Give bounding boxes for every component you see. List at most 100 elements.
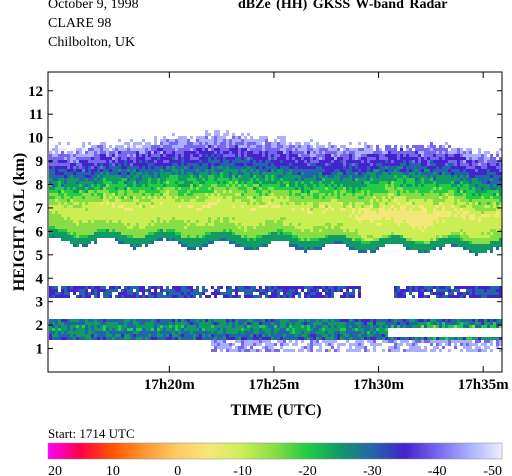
radar-cell [166, 235, 169, 238]
radar-cell [316, 145, 319, 148]
radar-cell [163, 136, 166, 139]
radar-cell [304, 157, 307, 160]
radar-cell [118, 190, 121, 193]
radar-cell [124, 220, 127, 223]
radar-cell [166, 229, 169, 232]
radar-cell [328, 223, 331, 226]
radar-cell [118, 157, 121, 160]
radar-cell [340, 160, 343, 163]
radar-cell [358, 214, 361, 217]
radar-cell [280, 178, 283, 181]
radar-cell [238, 211, 241, 214]
radar-cell [127, 226, 130, 229]
radar-cell [130, 244, 133, 247]
radar-cell [55, 319, 58, 322]
radar-cell [277, 217, 280, 220]
radar-cell [70, 154, 73, 157]
radar-cell [367, 220, 370, 223]
radar-cell [262, 163, 265, 166]
radar-cell [97, 163, 100, 166]
radar-cell [106, 166, 109, 169]
radar-cell [370, 340, 373, 343]
radar-cell [271, 157, 274, 160]
radar-cell [229, 220, 232, 223]
radar-cell [115, 154, 118, 157]
radar-cell [193, 157, 196, 160]
radar-cell [76, 322, 79, 325]
radar-cell [148, 178, 151, 181]
radar-cell [55, 289, 58, 292]
radar-cell [349, 334, 352, 337]
radar-cell [70, 208, 73, 211]
radar-cell [154, 151, 157, 154]
radar-cell [304, 169, 307, 172]
radar-cell [250, 286, 253, 289]
radar-cell [280, 163, 283, 166]
radar-cell [76, 238, 79, 241]
radar-cell [373, 181, 376, 184]
radar-cell [160, 169, 163, 172]
radar-cell [310, 223, 313, 226]
radar-cell [346, 235, 349, 238]
radar-cell [52, 190, 55, 193]
radar-cell [121, 334, 124, 337]
radar-cell [79, 157, 82, 160]
radar-cell [220, 208, 223, 211]
radar-cell [280, 235, 283, 238]
radar-cell [121, 160, 124, 163]
radar-cell [283, 169, 286, 172]
radar-cell [178, 331, 181, 334]
radar-cell [61, 181, 64, 184]
radar-cell [274, 322, 277, 325]
radar-cell [283, 208, 286, 211]
radar-cell [370, 199, 373, 202]
radar-cell [316, 349, 319, 352]
radar-cell [136, 205, 139, 208]
radar-cell [208, 232, 211, 235]
radar-cell [169, 148, 172, 151]
radar-cell [283, 148, 286, 151]
radar-cell [301, 196, 304, 199]
radar-cell [52, 193, 55, 196]
radar-cell [244, 178, 247, 181]
radar-cell [166, 217, 169, 220]
radar-cell [178, 175, 181, 178]
radar-cell [328, 217, 331, 220]
radar-cell [187, 331, 190, 334]
radar-cell [202, 286, 205, 289]
radar-cell [268, 223, 271, 226]
radar-cell [271, 289, 274, 292]
radar-cell [307, 343, 310, 346]
radar-cell [268, 211, 271, 214]
radar-cell [283, 235, 286, 238]
radar-cell [85, 175, 88, 178]
radar-cell [202, 334, 205, 337]
radar-cell [88, 184, 91, 187]
radar-cell [301, 334, 304, 337]
radar-cell [280, 190, 283, 193]
radar-cell [313, 232, 316, 235]
radar-cell [172, 184, 175, 187]
radar-cell [319, 145, 322, 148]
radar-cell [334, 178, 337, 181]
radar-cell [151, 337, 154, 340]
radar-cell [238, 331, 241, 334]
radar-cell [244, 286, 247, 289]
radar-cell [175, 160, 178, 163]
radar-cell [352, 187, 355, 190]
radar-cell [217, 190, 220, 193]
radar-cell [208, 205, 211, 208]
radar-cell [262, 148, 265, 151]
radar-cell [184, 214, 187, 217]
radar-cell [187, 181, 190, 184]
radar-cell [184, 136, 187, 139]
radar-cell [130, 211, 133, 214]
radar-cell [163, 226, 166, 229]
radar-cell [67, 292, 70, 295]
radar-cell [103, 175, 106, 178]
radar-cell [244, 340, 247, 343]
radar-cell [124, 223, 127, 226]
radar-cell [274, 235, 277, 238]
radar-cell [244, 205, 247, 208]
radar-cell [328, 172, 331, 175]
